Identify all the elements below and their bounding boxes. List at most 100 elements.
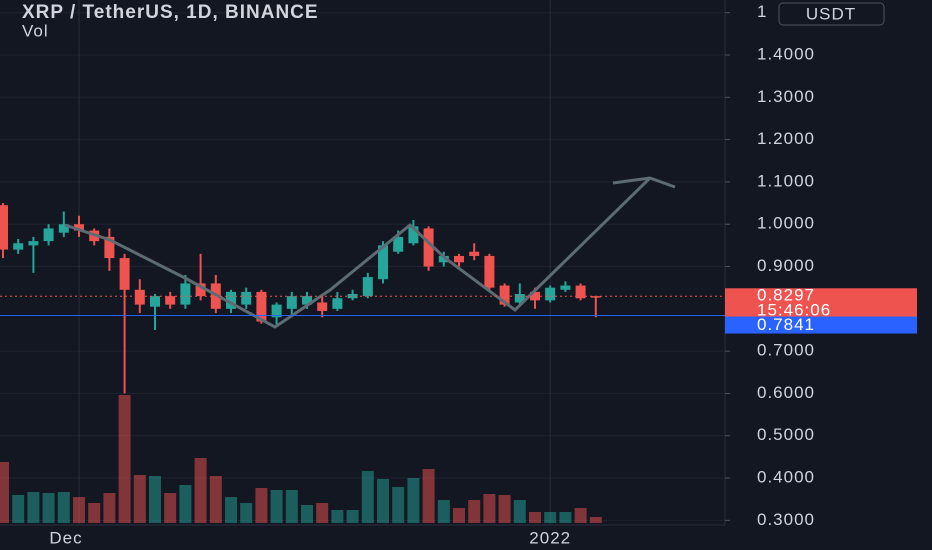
volume-label: Vol bbox=[22, 21, 49, 40]
candle-body bbox=[423, 228, 434, 267]
marker-price-label: 0.7841 bbox=[757, 315, 815, 334]
volume-bar bbox=[118, 395, 131, 523]
volume-bar bbox=[513, 500, 526, 523]
volume-bar bbox=[468, 500, 481, 523]
candle-body bbox=[347, 294, 358, 299]
volume-bar bbox=[12, 495, 25, 523]
currency-box[interactable] bbox=[778, 2, 885, 26]
volume-bar bbox=[331, 510, 344, 523]
volume-bar bbox=[437, 500, 450, 523]
volume-bar bbox=[194, 458, 207, 523]
candle-body bbox=[514, 294, 525, 303]
candle-body bbox=[545, 287, 556, 301]
volume-bar bbox=[255, 488, 268, 523]
candle-body bbox=[165, 296, 176, 305]
candle-body bbox=[332, 298, 343, 309]
candle-body bbox=[317, 302, 328, 311]
volume-bar bbox=[133, 475, 146, 523]
volume-bar bbox=[316, 503, 329, 523]
volume-bar bbox=[285, 490, 298, 523]
arrow-head bbox=[612, 176, 676, 189]
candle-body bbox=[408, 226, 419, 244]
candle-body bbox=[150, 296, 160, 307]
y-tick-label: 0.7000 bbox=[757, 341, 815, 360]
volume-bar bbox=[453, 508, 465, 523]
y-tick-label: 1 bbox=[757, 2, 767, 21]
volume-bar bbox=[498, 495, 511, 523]
x-tick-label: 2022 bbox=[529, 528, 571, 547]
volume-bar bbox=[361, 471, 374, 523]
volume-bar bbox=[27, 492, 40, 523]
volume-bar bbox=[301, 505, 313, 523]
candle-body bbox=[393, 236, 404, 252]
y-tick-label: 1.2000 bbox=[757, 129, 815, 148]
volume-bar bbox=[225, 497, 237, 523]
candle-body bbox=[195, 283, 206, 297]
currency-label[interactable]: USDT bbox=[806, 4, 856, 23]
volume-bar bbox=[392, 487, 405, 523]
volume-bar bbox=[270, 490, 283, 523]
candle-body bbox=[469, 251, 480, 256]
volume-bar bbox=[164, 493, 177, 523]
candle-body bbox=[74, 224, 84, 231]
candle-body bbox=[378, 245, 388, 280]
volume-bar bbox=[73, 497, 85, 523]
y-tick-label: 0.9000 bbox=[757, 256, 815, 275]
volume-bar bbox=[574, 508, 587, 523]
y-tick-label: 1.1000 bbox=[757, 171, 815, 190]
candle-body bbox=[256, 291, 267, 322]
candle-body bbox=[119, 258, 130, 290]
candle-body bbox=[13, 243, 24, 250]
pattern-drawing bbox=[64, 176, 676, 329]
countdown-label: 15:46:06 bbox=[757, 301, 831, 320]
candle-body bbox=[575, 285, 586, 299]
volume-bar bbox=[88, 503, 101, 523]
candle-body bbox=[43, 228, 54, 242]
volume-bar bbox=[407, 478, 420, 523]
candle-body bbox=[271, 304, 282, 318]
zigzag-line bbox=[64, 176, 652, 329]
y-tick-label: 1.3000 bbox=[757, 87, 815, 106]
volume-bar bbox=[0, 462, 9, 523]
volume-bar bbox=[103, 493, 116, 523]
candle-body bbox=[241, 291, 252, 305]
candle-body bbox=[560, 285, 571, 290]
candle-body bbox=[302, 296, 312, 305]
candle-body bbox=[134, 289, 145, 305]
y-tick-label: 0.5000 bbox=[757, 425, 815, 444]
y-tick-label: 1.0000 bbox=[757, 214, 815, 233]
candle-body bbox=[286, 296, 297, 309]
volume-bar bbox=[42, 493, 55, 523]
last-price-box bbox=[725, 288, 917, 320]
candle-body bbox=[28, 241, 39, 246]
candle-body bbox=[454, 255, 464, 263]
y-tick-label: 0.4000 bbox=[757, 468, 815, 487]
y-tick-label: 1.4000 bbox=[757, 44, 815, 63]
volume-bar bbox=[179, 485, 192, 523]
candle-body bbox=[226, 291, 236, 309]
volume-bar bbox=[559, 512, 572, 523]
candle-body bbox=[438, 255, 449, 263]
volume-bar bbox=[422, 469, 435, 523]
candle-body bbox=[499, 285, 510, 305]
candle-body bbox=[0, 205, 8, 250]
volume-layer bbox=[0, 395, 602, 523]
candle-body bbox=[590, 296, 601, 298]
marker-price-box bbox=[725, 316, 917, 334]
volume-bar bbox=[57, 492, 70, 523]
candle-body bbox=[180, 283, 191, 305]
y-tick-label: 0.3000 bbox=[757, 510, 815, 529]
volume-bar bbox=[377, 479, 389, 523]
volume-bar bbox=[346, 510, 359, 523]
volume-bar bbox=[544, 512, 557, 523]
volume-bar bbox=[209, 476, 222, 523]
chart-title: XRP / TetherUS, 1D, BINANCE bbox=[22, 2, 319, 23]
candle-body bbox=[58, 224, 69, 233]
candle-body bbox=[484, 255, 495, 288]
volume-bar bbox=[149, 476, 161, 523]
volume-bar bbox=[589, 517, 602, 523]
x-tick-label: Dec bbox=[49, 528, 82, 547]
price-axis: 1 1.4000 1.3000 1.2000 1.1000 1.0000 0.9000 0.7… bbox=[725, 2, 815, 529]
candle-body bbox=[104, 236, 115, 259]
